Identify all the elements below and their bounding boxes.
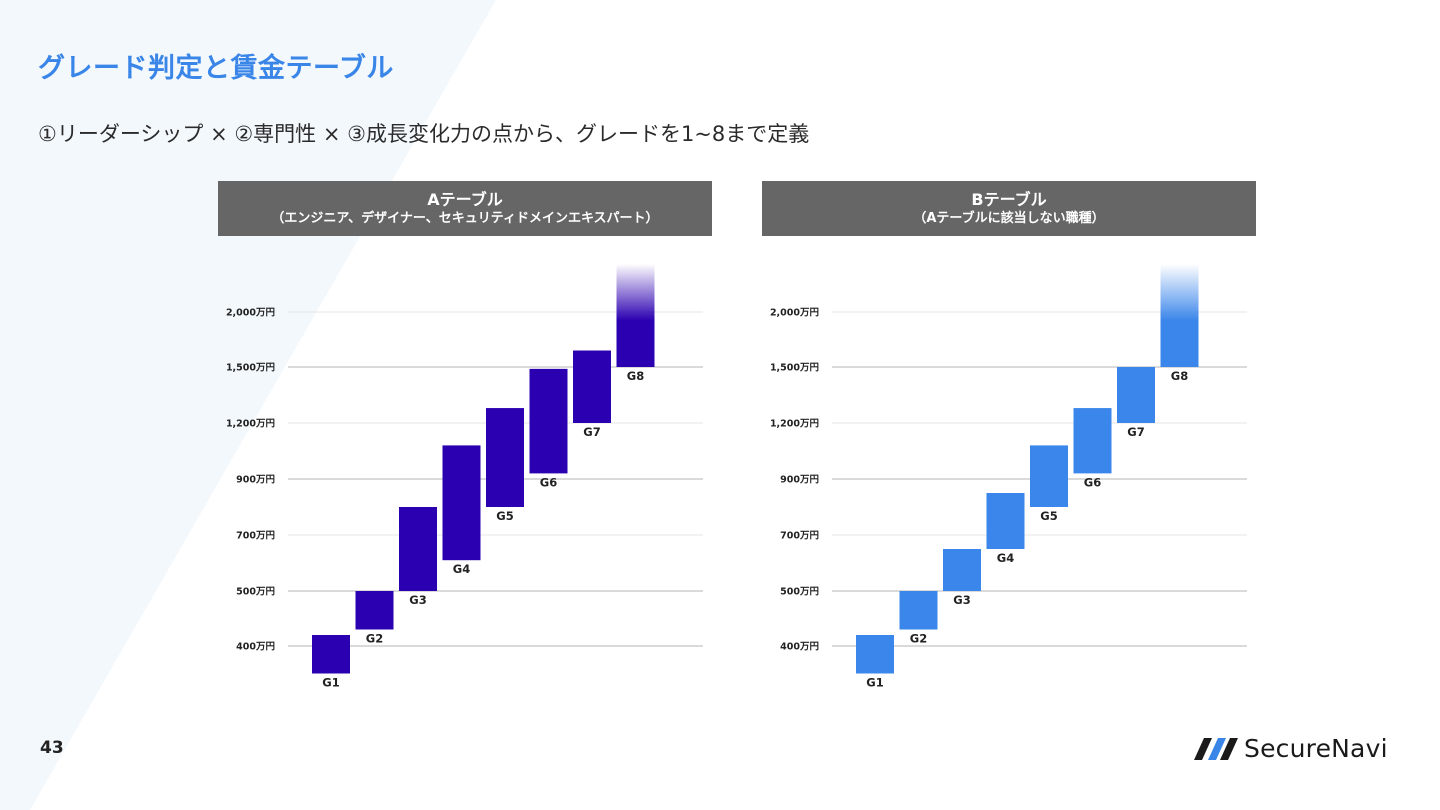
grade-bar (899, 591, 938, 630)
y-tick-label: 1,500万円 (226, 363, 275, 374)
y-tick-label: 500万円 (780, 587, 819, 598)
chart-panel-b: Bテーブル （Aテーブルに該当しない職種） 400万円 500万円 700万円 900… (762, 181, 1256, 690)
grade-label: G8 (627, 369, 644, 383)
chart-header-a: Aテーブル （エンジニア、デザイナー、セキュリティドメインエキスパート） (218, 181, 712, 236)
y-tick-label: 400万円 (780, 642, 819, 653)
grade-label: G4 (453, 562, 470, 576)
grade-bar (355, 591, 394, 630)
grade-label: G2 (910, 632, 927, 646)
y-tick-label: 2,000万円 (770, 308, 819, 319)
y-tick-label: 1,200万円 (226, 419, 275, 430)
grade-label: G1 (322, 676, 339, 690)
chart-title-a: Aテーブル (427, 190, 503, 209)
grade-label: G7 (1127, 425, 1144, 439)
chart-b: 400万円 500万円 700万円 900万円 1,200万円 1,500万円 2,000万… (770, 264, 1247, 690)
y-tick-label: 500万円 (236, 587, 275, 598)
logo-text: SecureNavi (1244, 734, 1388, 763)
chart-subtitle-a: （エンジニア、デザイナー、セキュリティドメインエキスパート） (271, 211, 659, 226)
y-tick-label: 900万円 (780, 475, 819, 486)
page-number: 43 (40, 738, 64, 758)
page-title: グレード判定と賃金テーブル (38, 53, 394, 84)
grade-label: G1 (866, 676, 883, 690)
y-tick-label: 1,200万円 (770, 419, 819, 430)
y-tick-label: 1,500万円 (770, 363, 819, 374)
grade-bar (986, 493, 1025, 549)
grade-label: G6 (1084, 475, 1101, 489)
page-subtitle: ①リーダーシップ × ②専門性 × ③成長変化力の点から、グレードを1~8まで定… (38, 122, 810, 146)
chart-a: 400万円 500万円 700万円 900万円 1,200万円 1,500万円 2,000万… (226, 264, 703, 690)
grade-bar (616, 264, 655, 367)
grade-label: G4 (997, 551, 1014, 565)
grade-bar (573, 350, 611, 423)
grade-bar (943, 549, 981, 591)
y-tick-label: 400万円 (236, 642, 275, 653)
grade-bar (399, 507, 437, 591)
grade-bar (486, 408, 524, 507)
y-tick-label: 900万円 (236, 475, 275, 486)
grade-bar (1073, 408, 1112, 474)
grade-bar (312, 635, 350, 674)
grade-label: G3 (953, 593, 970, 607)
grade-label: G2 (366, 632, 383, 646)
y-tick-label: 700万円 (236, 531, 275, 542)
grade-bar (1117, 367, 1155, 423)
chart-subtitle-b: （Aテーブルに該当しない職種） (913, 211, 1105, 226)
grade-label: G6 (540, 475, 557, 489)
grade-label: G8 (1171, 369, 1188, 383)
brand-logo: SecureNavi (1194, 734, 1388, 763)
chart-header-b: Bテーブル （Aテーブルに該当しない職種） (762, 181, 1256, 236)
grade-label: G5 (496, 509, 513, 523)
grade-bar (529, 368, 568, 474)
y-tick-label: 700万円 (780, 531, 819, 542)
grade-bar (856, 635, 894, 674)
grade-label: G7 (583, 425, 600, 439)
chart-title-b: Bテーブル (971, 190, 1047, 209)
grade-bar (1030, 445, 1068, 507)
grade-bar (1160, 264, 1199, 367)
y-tick-label: 2,000万円 (226, 308, 275, 319)
chart-panel-a: Aテーブル （エンジニア、デザイナー、セキュリティドメインエキスパート） 400… (218, 181, 712, 690)
grade-label: G3 (409, 593, 426, 607)
grade-label: G5 (1040, 509, 1057, 523)
securenavi-logo-icon (1194, 737, 1238, 760)
grade-bar (442, 445, 481, 561)
